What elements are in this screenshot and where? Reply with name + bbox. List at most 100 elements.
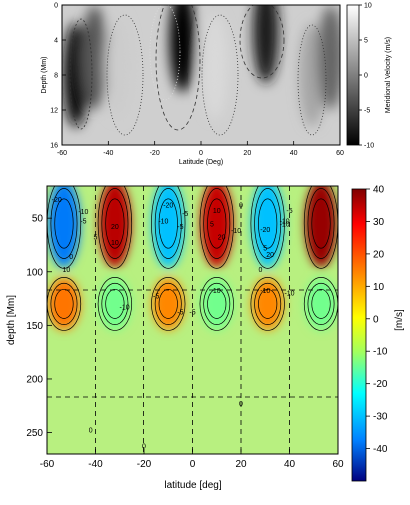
- bottom-contour-11-2: [311, 288, 331, 319]
- bottom-y-tick-label-1: 100: [26, 267, 43, 278]
- bottom-contour-1-2: [105, 198, 125, 249]
- top-x-axis-label: Latitude (Deg): [179, 159, 223, 166]
- bottom-contour-8-2: [158, 288, 178, 319]
- bottom-colorbar-ticks: 40 30 20 10 0 -10 -20 -30 -40: [366, 185, 388, 455]
- bottom-contour-label-14: -5: [182, 211, 188, 218]
- bottom-heat-cell-3: [200, 186, 233, 268]
- top-y-tick-label-3: 12: [50, 108, 58, 115]
- bottom-contour-label-10: 10: [213, 208, 221, 215]
- bottom-contour-2-2: [158, 198, 178, 249]
- bottom-contour-label-5: 5: [94, 235, 98, 242]
- bottom-contour-0-2: [54, 198, 74, 249]
- bottom-colorbar-tick-label-4: 0: [373, 314, 379, 325]
- bottom-x-tick-label-5: 40: [284, 459, 296, 470]
- top-y-ticks: 0 4 8 12 16: [50, 3, 66, 150]
- bottom-contour-label-24: -5: [153, 294, 159, 301]
- bottom-contour-7-0: [97, 277, 133, 331]
- bottom-heat-cell-8: [152, 277, 185, 330]
- bottom-contour-label-6: 0: [69, 254, 73, 261]
- top-heat-cell-4: [201, 14, 228, 119]
- bottom-contour-label-7: -20: [163, 202, 173, 209]
- bottom-contour-label-25: -10: [120, 304, 130, 311]
- bottom-contour-label-1: -10: [78, 209, 88, 216]
- bottom-contour-3-0: [199, 186, 234, 269]
- bottom-contour-label-9: -5: [177, 224, 183, 231]
- bottom-y-tick-label-4: 250: [26, 428, 43, 439]
- bottom-contour-1-1: [101, 188, 129, 259]
- top-heat-cell-1: [81, 5, 108, 110]
- bottom-contour-4-2: [258, 198, 278, 249]
- bottom-contour-4-0: [250, 186, 285, 269]
- bottom-y-tick-label-2: 150: [26, 321, 43, 332]
- bottom-heat-cell-1: [98, 186, 131, 268]
- top-heat-cell-7: [317, 5, 340, 110]
- bottom-contour-label-31: 0: [239, 401, 243, 408]
- bottom-contour-label-23: 10: [63, 267, 71, 274]
- top-heat-cell-2: [104, 14, 131, 119]
- bottom-y-axis-label: depth [Mm]: [6, 295, 17, 345]
- bottom-contour-9-2: [207, 288, 227, 319]
- bottom-contour-label-13: 0: [239, 202, 243, 209]
- bottom-contour-label-18: 5: [263, 245, 267, 252]
- bottom-contour-3-2: [207, 198, 227, 249]
- bottom-x-tick-label-6: 60: [332, 459, 344, 470]
- bottom-contour-9-0: [199, 277, 234, 331]
- bottom-y-ticks: 50 100 150 200 250: [26, 214, 52, 439]
- bottom-contour-5-2: [311, 198, 331, 249]
- top-colorbar: [346, 4, 360, 146]
- top-x-tick-label-3: 0: [199, 150, 203, 157]
- top-colorbar-label: Meridional Velocity (m/s): [385, 37, 392, 113]
- bottom-x-ticks: -60 -40 -20 0 20 40 60: [40, 449, 344, 470]
- bottom-contour-label-0: -20: [52, 197, 62, 204]
- top-y-tick-label-1: 4: [54, 38, 58, 45]
- top-x-tick-label-2: -20: [150, 150, 160, 157]
- bottom-contour-label-12: 20: [218, 235, 226, 242]
- top-colorbar-tick-label-2: 0: [364, 73, 368, 80]
- bottom-contour-1-0: [97, 186, 133, 269]
- bottom-colorbar-tick-label-2: 20: [373, 249, 385, 260]
- top-y-tick-label-2: 8: [54, 73, 58, 80]
- bottom-y-tick-label-3: 200: [26, 374, 43, 385]
- top-colorbar-tick-label-4: -10: [364, 143, 374, 150]
- bottom-heat-cell-10: [251, 277, 284, 330]
- top-colorbar-tick-label-3: -5: [364, 108, 370, 115]
- top-x-tick-label-0: -60: [57, 150, 67, 157]
- bottom-contour-6-2: [54, 288, 74, 319]
- bottom-colorbar-tick-label-5: -10: [373, 347, 388, 358]
- bottom-contour-label-20: -5: [286, 208, 292, 215]
- bottom-colorbar-tick-label-0: 40: [373, 185, 385, 196]
- bottom-heat-cell-9: [200, 277, 233, 330]
- bottom-contour-label-22: 0: [258, 267, 262, 274]
- bottom-contour-9-1: [203, 282, 231, 325]
- bottom-contour-2-1: [154, 188, 182, 259]
- bottom-contour-10-0: [250, 277, 285, 331]
- bottom-contour-label-2: -5: [80, 219, 86, 226]
- top-y-tick-label-4: 16: [50, 143, 58, 150]
- bottom-contour-label-19: 20: [266, 252, 274, 259]
- bottom-contour-label-27: 10: [213, 288, 221, 295]
- top-heat-cell-3: [169, 5, 196, 92]
- bottom-x-tick-label-3: 0: [190, 459, 196, 470]
- bottom-colorbar-tick-label-7: -30: [373, 412, 388, 423]
- bottom-contour-label-17: -10: [280, 222, 290, 229]
- bottom-contour-4-1: [254, 188, 282, 259]
- bottom-colorbar: [351, 188, 367, 482]
- bottom-colorbar-tick-label-8: -40: [373, 444, 388, 455]
- bottom-contour-6-1: [50, 282, 78, 325]
- bottom-heat-cell-11: [305, 277, 338, 330]
- bottom-colorbar-tick-label-3: 10: [373, 282, 385, 293]
- top-x-tick-label-1: -40: [103, 150, 113, 157]
- bottom-colorbar-tick-label-6: -20: [373, 379, 388, 390]
- bottom-x-tick-label-1: -40: [88, 459, 103, 470]
- bottom-contour-label-15: -10: [231, 228, 241, 235]
- top-colorbar-tick-label-0: 10: [364, 3, 372, 10]
- bottom-heat-cell-6: [47, 277, 80, 330]
- top-x-tick-label-4: 20: [243, 150, 251, 157]
- bottom-contour-label-32: 0: [89, 428, 93, 435]
- bottom-contour-label-30: -10: [284, 290, 294, 297]
- bottom-contour-0-1: [50, 188, 78, 259]
- top-y-axis-label: Depth (Mm): [41, 57, 48, 94]
